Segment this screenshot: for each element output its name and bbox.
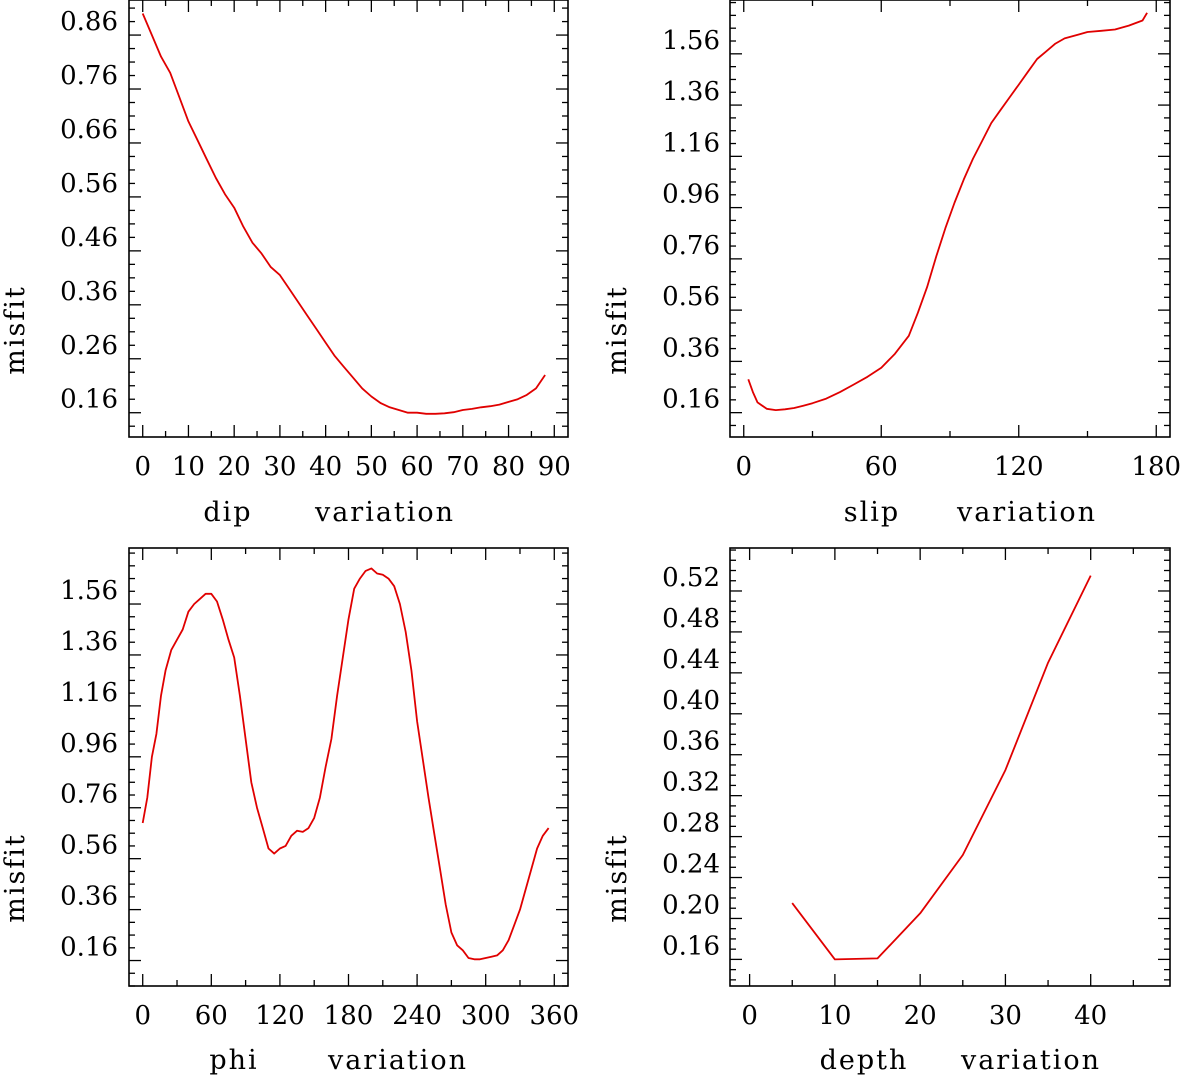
dip-xlabel-word1: dip bbox=[203, 497, 252, 528]
dip-y-tick-label: 0.26 bbox=[60, 331, 118, 361]
phi-y-tick-label: 0.96 bbox=[60, 729, 118, 759]
slip-xlabel-word1: slip bbox=[844, 497, 900, 528]
dip-x-tick-label: 90 bbox=[538, 452, 571, 482]
dip-y-tick-label: 0.56 bbox=[60, 169, 118, 199]
depth-x-tick-label: 10 bbox=[818, 1001, 851, 1031]
dip-x-tick-label: 60 bbox=[401, 452, 434, 482]
depth-xlabel-word2: variation bbox=[960, 1045, 1101, 1076]
depth-x-tick-label: 20 bbox=[904, 1001, 937, 1031]
dip-x-tick-label: 30 bbox=[263, 452, 296, 482]
slip-plot-frame bbox=[729, 0, 1171, 438]
phi-y-tick-label: 0.56 bbox=[60, 831, 118, 861]
slip-x-tick-label: 120 bbox=[994, 452, 1044, 482]
dip-y-tick-label: 0.16 bbox=[60, 385, 118, 415]
slip-y-tick-label: 1.56 bbox=[662, 26, 720, 56]
depth-y-tick-label: 0.28 bbox=[662, 809, 720, 839]
phi-x-tick-label: 0 bbox=[134, 1001, 151, 1031]
slip-xlabel-word2: variation bbox=[956, 497, 1097, 528]
depth-y-tick-label: 0.24 bbox=[662, 850, 720, 880]
phi-xlabel-word1: phi bbox=[209, 1045, 258, 1076]
phi-y-tick-label: 1.36 bbox=[60, 627, 118, 657]
depth-misfit-curve bbox=[791, 575, 1092, 961]
dip-x-tick-label: 20 bbox=[218, 452, 251, 482]
dip-y-tick-label: 0.76 bbox=[60, 61, 118, 91]
dip-xlabel-word2: variation bbox=[314, 497, 455, 528]
slip-y-tick-label: 0.56 bbox=[662, 282, 720, 312]
dip-misfit-curve bbox=[141, 13, 546, 415]
dip-y-tick-label: 0.46 bbox=[60, 223, 118, 253]
slip-y-tick-label: 0.36 bbox=[662, 333, 720, 363]
depth-y-tick-label: 0.48 bbox=[662, 604, 720, 634]
phi-x-tick-label: 240 bbox=[392, 1001, 442, 1031]
slip-y-tick-label: 0.96 bbox=[662, 180, 720, 210]
depth-y-tick-label: 0.36 bbox=[662, 727, 720, 757]
dip-y-tick-label: 0.66 bbox=[60, 115, 118, 145]
depth-x-tick-label: 40 bbox=[1074, 1001, 1107, 1031]
phi-y-tick-label: 0.76 bbox=[60, 780, 118, 810]
phi-x-tick-label: 180 bbox=[324, 1001, 374, 1031]
slip-ylabel: misfit bbox=[602, 285, 633, 375]
depth-plot-frame bbox=[729, 547, 1171, 987]
depth-y-tick-label: 0.32 bbox=[662, 768, 720, 798]
depth-y-tick-label: 0.16 bbox=[662, 931, 720, 961]
dip-x-tick-label: 0 bbox=[134, 452, 151, 482]
phi-x-tick-label: 360 bbox=[529, 1001, 579, 1031]
slip-y-tick-label: 0.16 bbox=[662, 385, 720, 415]
slip-x-tick-label: 60 bbox=[865, 452, 898, 482]
phi-xlabel-word2: variation bbox=[327, 1045, 468, 1076]
slip-y-tick-label: 1.16 bbox=[662, 128, 720, 158]
slip-y-tick-label: 0.76 bbox=[662, 231, 720, 261]
depth-y-tick-label: 0.44 bbox=[662, 645, 720, 675]
phi-x-tick-label: 300 bbox=[461, 1001, 511, 1031]
depth-xlabel-word1: depth bbox=[820, 1045, 909, 1076]
depth-y-tick-label: 0.52 bbox=[662, 563, 720, 593]
depth-x-tick-label: 0 bbox=[741, 1001, 758, 1031]
slip-x-tick-label: 0 bbox=[735, 452, 752, 482]
dip-x-tick-label: 40 bbox=[309, 452, 342, 482]
depth-x-tick-label: 30 bbox=[989, 1001, 1022, 1031]
depth-ylabel: misfit bbox=[602, 833, 633, 923]
phi-misfit-curve bbox=[141, 567, 550, 961]
dip-x-tick-label: 10 bbox=[172, 452, 205, 482]
dip-x-tick-label: 80 bbox=[492, 452, 525, 482]
phi-x-tick-label: 120 bbox=[255, 1001, 305, 1031]
phi-plot-frame bbox=[128, 547, 569, 987]
dip-y-tick-label: 0.36 bbox=[60, 277, 118, 307]
phi-y-tick-label: 1.56 bbox=[60, 576, 118, 606]
dip-x-tick-label: 70 bbox=[446, 452, 479, 482]
phi-x-tick-label: 60 bbox=[195, 1001, 228, 1031]
dip-y-tick-label: 0.86 bbox=[60, 7, 118, 37]
dip-ylabel: misfit bbox=[0, 285, 31, 375]
slip-misfit-curve bbox=[747, 12, 1148, 412]
phi-y-tick-label: 0.36 bbox=[60, 882, 118, 912]
depth-y-tick-label: 0.40 bbox=[662, 686, 720, 716]
phi-ylabel: misfit bbox=[0, 833, 31, 923]
slip-y-tick-label: 1.36 bbox=[662, 77, 720, 107]
phi-y-tick-label: 0.16 bbox=[60, 933, 118, 963]
slip-x-tick-label: 180 bbox=[1131, 452, 1181, 482]
phi-y-tick-label: 1.16 bbox=[60, 678, 118, 708]
dip-x-tick-label: 50 bbox=[355, 452, 388, 482]
depth-y-tick-label: 0.20 bbox=[662, 890, 720, 920]
